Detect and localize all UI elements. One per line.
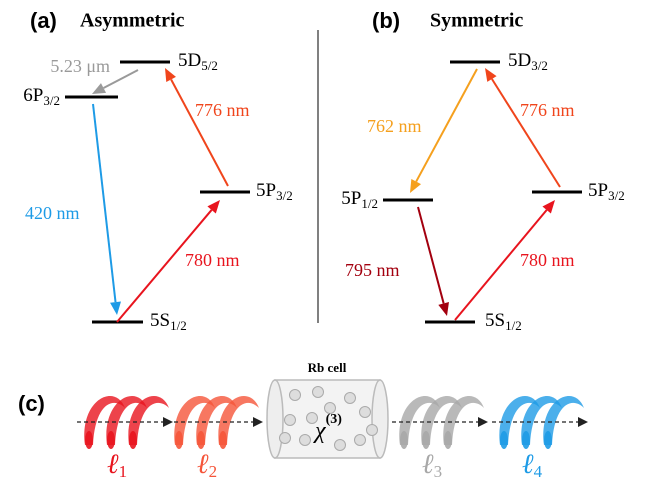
beam-symbol: ℓ <box>522 449 534 480</box>
transition-arrow <box>485 68 560 187</box>
level-name: 5P <box>256 180 276 201</box>
panel-label: (a) <box>30 8 57 33</box>
beam-sub: 3 <box>434 462 443 481</box>
level-label: 5D5/2 <box>178 50 218 73</box>
beam-tail <box>85 431 93 449</box>
arrow-shaft <box>93 104 116 302</box>
beam-tail <box>544 431 552 449</box>
transition-label: 795 nm <box>345 260 400 280</box>
panel-label: (c) <box>18 391 45 416</box>
panel-label: (b) <box>372 8 400 33</box>
beam-tail <box>444 431 452 449</box>
beam-tail <box>107 431 115 449</box>
beam-tail <box>175 431 183 449</box>
level-name: 5S <box>150 310 170 331</box>
beam-label: ℓ2 <box>197 449 217 480</box>
beam-symbol: ℓ <box>107 449 119 480</box>
beam-tail <box>400 431 408 449</box>
cell-label: Rb cell <box>308 360 347 375</box>
transition-label: 420 nm <box>25 203 80 223</box>
beam-arrow <box>253 417 263 427</box>
level-label: 5P3/2 <box>256 180 293 203</box>
beam-sub: 1 <box>119 462 128 481</box>
transition-label: 780 nm <box>185 250 240 270</box>
beam <box>167 396 263 449</box>
transition-label: 5.23 μm <box>50 56 110 76</box>
beam-tail <box>197 431 205 449</box>
level-label: 5P3/2 <box>588 180 625 203</box>
level-name: 5D <box>508 50 531 71</box>
cell-end <box>267 380 283 458</box>
atom <box>300 435 311 446</box>
level-label: 5P1/2 <box>341 188 378 211</box>
arrow-shaft <box>418 207 444 303</box>
level-sub: 3/2 <box>43 93 60 108</box>
level-sub: 3/2 <box>608 188 625 203</box>
transition-arrow <box>418 207 449 316</box>
beam-arrow <box>478 417 488 427</box>
level-sub: 5/2 <box>201 58 218 73</box>
transition-label: 776 nm <box>520 100 575 120</box>
atom <box>280 433 291 444</box>
beam-sub: 2 <box>209 462 218 481</box>
transition-arrow <box>165 68 228 186</box>
level-label: 5D3/2 <box>508 50 548 73</box>
figure: (a)Asymmetric5D5/26P3/25P3/25S1/25.23 μm… <box>0 0 667 485</box>
level-sub: 1/2 <box>361 196 378 211</box>
level-name: 5S <box>485 310 505 331</box>
beam-tail <box>422 431 430 449</box>
beam-tail <box>500 431 508 449</box>
arrow-head <box>485 68 497 82</box>
beam-tail <box>522 431 530 449</box>
beam <box>492 396 588 449</box>
panel-title: Symmetric <box>430 10 523 32</box>
level-name: 5P <box>588 180 608 201</box>
transition-label: 776 nm <box>195 100 250 120</box>
transition-label: 780 nm <box>520 250 575 270</box>
atom <box>313 387 324 398</box>
atom <box>290 390 301 401</box>
beam-label: ℓ4 <box>522 449 543 480</box>
atom <box>367 425 378 436</box>
level-sub: 1/2 <box>505 318 522 333</box>
beam-symbol: ℓ <box>197 449 209 480</box>
arrow-shaft <box>416 69 477 182</box>
level-label: 6P3/2 <box>23 85 60 108</box>
beam-symbol: ℓ <box>422 449 434 480</box>
cell-end <box>372 380 388 458</box>
transition-arrow <box>93 104 121 315</box>
beam-tail <box>129 431 137 449</box>
level-sub: 3/2 <box>276 188 293 203</box>
atom <box>345 393 356 404</box>
arrow-head <box>438 302 449 316</box>
transition-label: 762 nm <box>367 116 422 136</box>
beam-label: ℓ3 <box>422 449 442 480</box>
panel-title: Asymmetric <box>80 10 185 32</box>
beam-arrow <box>578 417 588 427</box>
arrow-shaft <box>171 79 228 186</box>
arrow-shaft <box>492 79 560 187</box>
level-label: 5S1/2 <box>485 310 522 333</box>
atom <box>335 440 346 451</box>
level-name: 5D <box>178 50 201 71</box>
beam-label: ℓ1 <box>107 449 127 480</box>
medium-sup: (3) <box>326 412 343 427</box>
arrow-head <box>110 301 121 315</box>
level-label: 5S1/2 <box>150 310 187 333</box>
beam-sub: 4 <box>534 462 543 481</box>
beam <box>392 396 488 449</box>
level-sub: 1/2 <box>170 318 187 333</box>
atom <box>360 407 371 418</box>
level-sub: 3/2 <box>531 58 548 73</box>
level-name: 5P <box>341 188 361 209</box>
atom <box>355 435 366 446</box>
beam <box>77 396 173 449</box>
level-name: 6P <box>23 85 43 106</box>
beam-tail <box>219 431 227 449</box>
atom <box>285 415 296 426</box>
